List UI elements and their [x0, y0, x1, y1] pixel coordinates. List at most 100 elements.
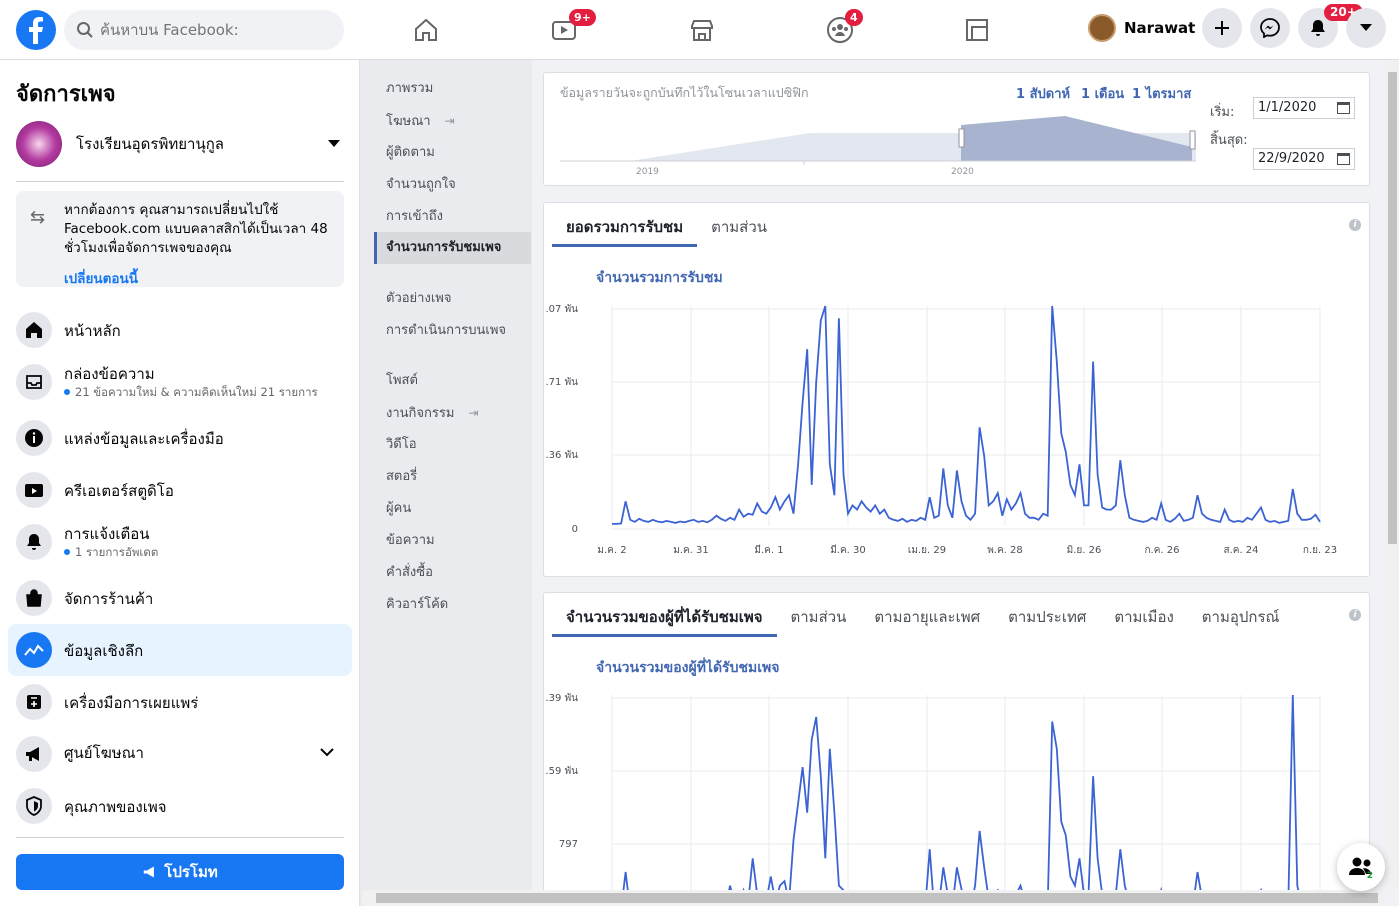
y-tick-label: 0 — [572, 524, 578, 535]
y-tick-label: .71 พัน — [545, 377, 578, 388]
range-handle-left[interactable] — [958, 128, 965, 148]
chevron-down-icon[interactable] — [320, 748, 334, 758]
subnav-item[interactable]: วิดีโอ — [386, 437, 417, 452]
x-tick-label: ก.ย. 23 — [1303, 545, 1337, 553]
start-date-field[interactable]: 1/1/2020 — [1253, 97, 1355, 119]
subnav-item[interactable]: ตัวอย่างเพจ — [386, 291, 452, 306]
caret-down-icon — [1360, 24, 1372, 31]
profile-name: Narawat — [1124, 19, 1196, 37]
sidebar-item-label: ข้อมูลเชิงลึก — [64, 642, 144, 660]
nav-gaming[interactable] — [922, 6, 1032, 54]
calendar-icon[interactable] — [1337, 102, 1350, 114]
notifications-button[interactable]: 20+ — [1298, 4, 1363, 48]
calendar-icon[interactable] — [1337, 153, 1350, 165]
vertical-scrollbar[interactable] — [1386, 60, 1399, 890]
scrollbar-thumb[interactable] — [376, 893, 1378, 903]
switch-now-link[interactable]: เปลี่ยนตอนนี้ — [64, 271, 138, 287]
chevron-down-icon — [328, 140, 340, 147]
subnav-item[interactable]: ภาพรวม — [386, 81, 434, 96]
chat-contacts-button[interactable]: 2 — [1337, 843, 1385, 891]
nav-home[interactable] — [371, 6, 481, 54]
range-overview-chart[interactable] — [560, 109, 1196, 179]
subnav-item[interactable]: คิวอาร์โค้ด — [386, 597, 449, 612]
subnav-item[interactable]: โพสต์ — [386, 373, 418, 388]
start-date-label: เริ่ม: — [1210, 105, 1235, 120]
insights-subnav: ภาพรวม โฆษณา ⇥ ผู้ติดตาม จำนวนถูกใจ การเข… — [360, 60, 532, 906]
end-date-field[interactable]: 22/9/2020 — [1253, 148, 1355, 170]
profile-chip[interactable]: Narawat — [1088, 14, 1195, 42]
sidebar-item-sub: 1 รายการอัพเดต — [64, 544, 158, 562]
x-tick-label: พ.ค. 28 — [987, 545, 1023, 553]
page-selector[interactable]: โรงเรียนอุดรพิทยานุกูล — [16, 116, 344, 172]
subnav-item-events[interactable]: งานกิจกรรม ⇥ — [374, 404, 531, 423]
shield-icon — [16, 788, 52, 824]
date-range-card: ข้อมูลรายวันจะถูกบันทึกไว้ในโซนเวลาแปซิฟ… — [543, 72, 1370, 186]
groups-icon — [827, 17, 853, 43]
top-navigation-bar: 9+ 4 Narawat 20+ — [0, 0, 1399, 60]
scrollbar-thumb[interactable] — [1388, 72, 1397, 544]
sidebar-item-shop[interactable]: จัดการร้านค้า — [8, 572, 352, 624]
info-icon[interactable]: i — [1349, 219, 1361, 231]
promote-button[interactable]: โปรโมท — [16, 854, 344, 890]
page-name: โรงเรียนอุดรพิทยานุกูล — [76, 135, 224, 153]
sidebar-item-publishing-tools[interactable]: เครื่องมือการเผยแพร่ — [8, 676, 352, 728]
subnav-label: งานกิจกรรม — [386, 406, 455, 421]
search-box[interactable] — [64, 10, 344, 50]
info-icon[interactable]: i — [1349, 609, 1361, 621]
quick-range-quarter[interactable]: 1 ไตรมาส — [1132, 87, 1192, 102]
subnav-item[interactable]: สตอรี่ — [386, 469, 418, 484]
y-tick-label: .07 พัน — [545, 304, 578, 315]
sidebar-item-home[interactable]: หน้าหลัก — [8, 304, 352, 356]
x-tick-label: ม.ค. 31 — [673, 545, 709, 553]
nav-groups[interactable]: 4 — [785, 6, 895, 54]
tab-by-age-gender[interactable]: ตามอายุและเพศ — [874, 608, 981, 626]
quick-range-week[interactable]: 1 สัปดาห์ — [1016, 87, 1071, 102]
tab-total-views[interactable]: ยอดรวมการรับชม — [552, 211, 698, 247]
nav-marketplace[interactable] — [647, 6, 757, 54]
sidebar-item-notifications[interactable]: การแจ้งเตือน 1 รายการอัพเดต — [8, 516, 352, 568]
sidebar-item-label: หน้าหลัก — [64, 322, 121, 340]
subnav-item[interactable]: ข้อความ — [386, 533, 435, 548]
manage-page-sidebar: จัดการเพจ โรงเรียนอุดรพิทยานุกูล ⇆ หากต้… — [0, 60, 360, 906]
watch-badge: 9+ — [569, 9, 596, 26]
subnav-item[interactable]: จำนวนถูกใจ — [386, 177, 456, 192]
sidebar-item-resources[interactable]: แหล่งข้อมูลและเครื่องมือ — [8, 412, 352, 464]
messenger-button[interactable] — [1250, 8, 1290, 48]
sidebar-item-ad-center[interactable]: ศูนย์โฆษณา — [8, 728, 352, 780]
search-input[interactable] — [100, 10, 330, 50]
x-tick-label: มี.ค. 1 — [754, 544, 783, 553]
subnav-item[interactable]: การดำเนินการบนเพจ — [386, 323, 507, 338]
classic-switch-notice: ⇆ หากต้องการ คุณสามารถเปลี่ยนไปใช้ Faceb… — [16, 191, 344, 287]
sidebar-item-page-quality[interactable]: คุณภาพของเพจ — [8, 780, 352, 832]
subnav-item[interactable]: การเข้าถึง — [386, 209, 444, 224]
inbox-icon — [16, 364, 52, 400]
megaphone-icon — [144, 866, 155, 878]
nav-watch[interactable]: 9+ — [509, 6, 619, 54]
x-tick-label: เม.ย. 29 — [908, 545, 946, 553]
tab-by-country[interactable]: ตามประเทศ — [1008, 608, 1087, 626]
quick-range-month[interactable]: 1 เดือน — [1081, 87, 1125, 102]
tab-by-device[interactable]: ตามอุปกรณ์ — [1201, 608, 1280, 626]
subnav-item-page-views[interactable]: จำนวนการรับชมเพจ — [374, 232, 531, 264]
groups-badge: 4 — [845, 9, 863, 26]
sidebar-item-insights[interactable]: ข้อมูลเชิงลึก — [8, 624, 352, 676]
tab-by-section[interactable]: ตามส่วน — [790, 608, 847, 626]
sidebar-item-creator-studio[interactable]: ครีเอเตอร์สตูดิโอ — [8, 464, 352, 516]
tab-by-section[interactable]: ตามส่วน — [711, 218, 768, 236]
video-icon — [16, 472, 52, 508]
facebook-logo-icon[interactable] — [16, 10, 56, 50]
range-handle-right[interactable] — [1189, 130, 1196, 150]
publishing-icon — [16, 684, 52, 720]
tab-total-viewers[interactable]: จำนวนรวมของผู้ที่ได้รับชมเพจ — [552, 601, 777, 637]
subnav-item[interactable]: คำสั่งซื้อ — [386, 565, 433, 580]
online-count: 2 — [1366, 871, 1373, 881]
subnav-item[interactable]: ผู้ติดตาม — [386, 145, 435, 160]
subnav-item[interactable]: ผู้คน — [386, 501, 412, 516]
tab-by-city[interactable]: ตามเมือง — [1114, 608, 1174, 626]
account-menu-button[interactable] — [1346, 8, 1386, 48]
subnav-item-ads[interactable]: โฆษณา ⇥ — [374, 112, 531, 131]
sidebar-item-inbox[interactable]: กล่องข้อความ 21 ข้อความใหม่ & ความคิดเห็… — [8, 356, 352, 408]
create-button[interactable] — [1202, 8, 1242, 48]
pages-icon — [966, 19, 988, 41]
horizontal-scrollbar[interactable] — [362, 890, 1386, 906]
